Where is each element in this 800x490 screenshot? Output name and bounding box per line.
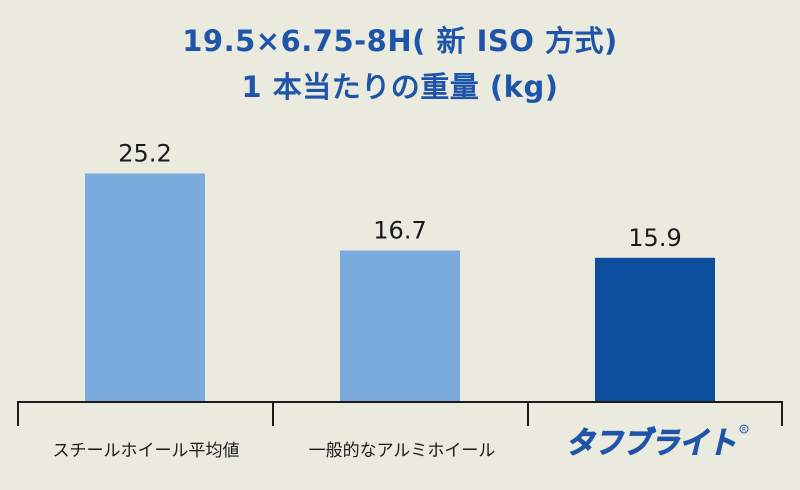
category-label-aluminum-wheel: 一般的なアルミホイール [308,441,496,461]
tough-bright-logo: タフブライト R [565,424,749,462]
bar-1 [340,250,460,402]
brand-logo-text: タフブライト [566,426,736,461]
chart-title: 19.5×6.75-8H( 新 ISO 方式) [182,24,618,58]
value-label-1: 16.7 [373,217,426,245]
category-label-steel-wheel: スチールホイール平均値 [52,441,240,461]
value-label-2: 15.9 [628,224,681,252]
registered-mark-icon [739,424,749,434]
value-label-0: 25.2 [118,139,171,167]
svg-text:R: R [742,427,746,434]
bar-0 [85,173,205,402]
chart-subtitle: 1 本当たりの重量 (kg) [241,70,559,104]
bar-2 [595,257,715,402]
